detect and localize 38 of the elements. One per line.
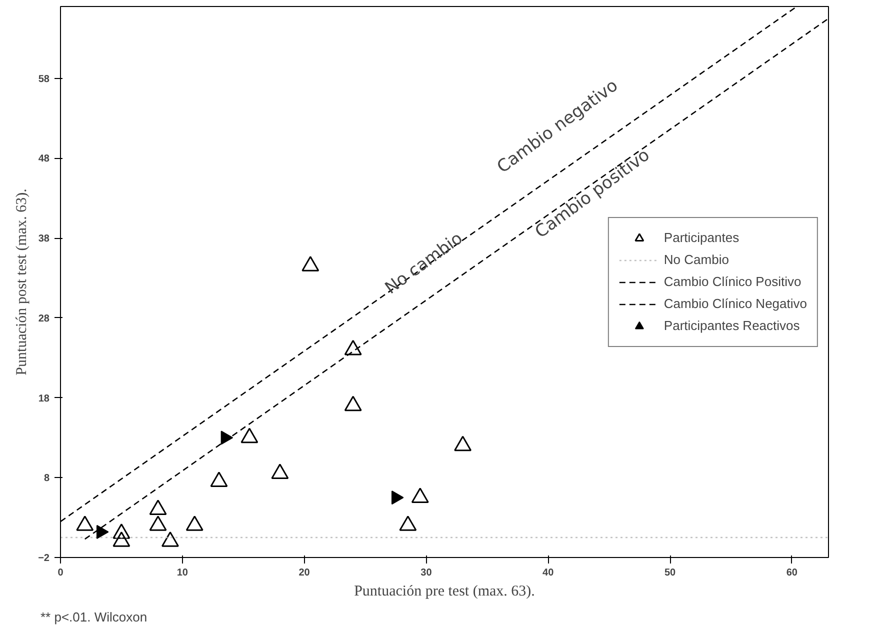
point — [210, 472, 228, 488]
point — [302, 256, 320, 272]
legend-label: Cambio Clínico Positivo — [664, 274, 802, 289]
x-tick-label: 20 — [298, 568, 310, 578]
legend-label: Participantes — [664, 230, 740, 245]
x-tick-label: 0 — [58, 568, 64, 578]
point — [344, 396, 362, 412]
y-tick-label: 8 — [44, 473, 50, 484]
point — [112, 532, 130, 547]
point — [399, 516, 417, 531]
point — [76, 516, 94, 531]
x-tick-label: 40 — [542, 568, 554, 578]
y-tick-label: 18 — [38, 393, 50, 404]
x-axis-title: Puntuación pre test (max. 63). — [354, 584, 535, 600]
point — [454, 436, 472, 452]
point — [161, 532, 179, 547]
point — [344, 340, 362, 356]
point — [149, 500, 167, 515]
point — [411, 488, 429, 503]
text: ** p<.01. Wilcoxon — [40, 610, 148, 624]
legend-label: No Cambio — [664, 252, 729, 267]
y-tick-label: 58 — [38, 74, 50, 85]
legend-label: Cambio Clínico Negativo — [664, 296, 807, 311]
point — [149, 516, 167, 531]
point — [271, 464, 289, 480]
x-tick-label: 50 — [664, 568, 676, 578]
y-tick-label: 48 — [38, 154, 50, 165]
y-axis-title: Puntuación post test (max. 63). — [14, 188, 30, 376]
point — [186, 516, 204, 531]
point — [112, 524, 130, 539]
point — [240, 428, 258, 444]
y-tick-label: −2 — [38, 553, 50, 564]
x-tick-label: 30 — [420, 568, 432, 578]
y-tick-label: 28 — [38, 313, 50, 324]
x-tick-label: 60 — [786, 568, 798, 578]
legend-label: Participantes Reactivos — [664, 318, 800, 333]
y-tick-label: 38 — [38, 234, 50, 245]
x-tick-label: 10 — [176, 568, 188, 578]
